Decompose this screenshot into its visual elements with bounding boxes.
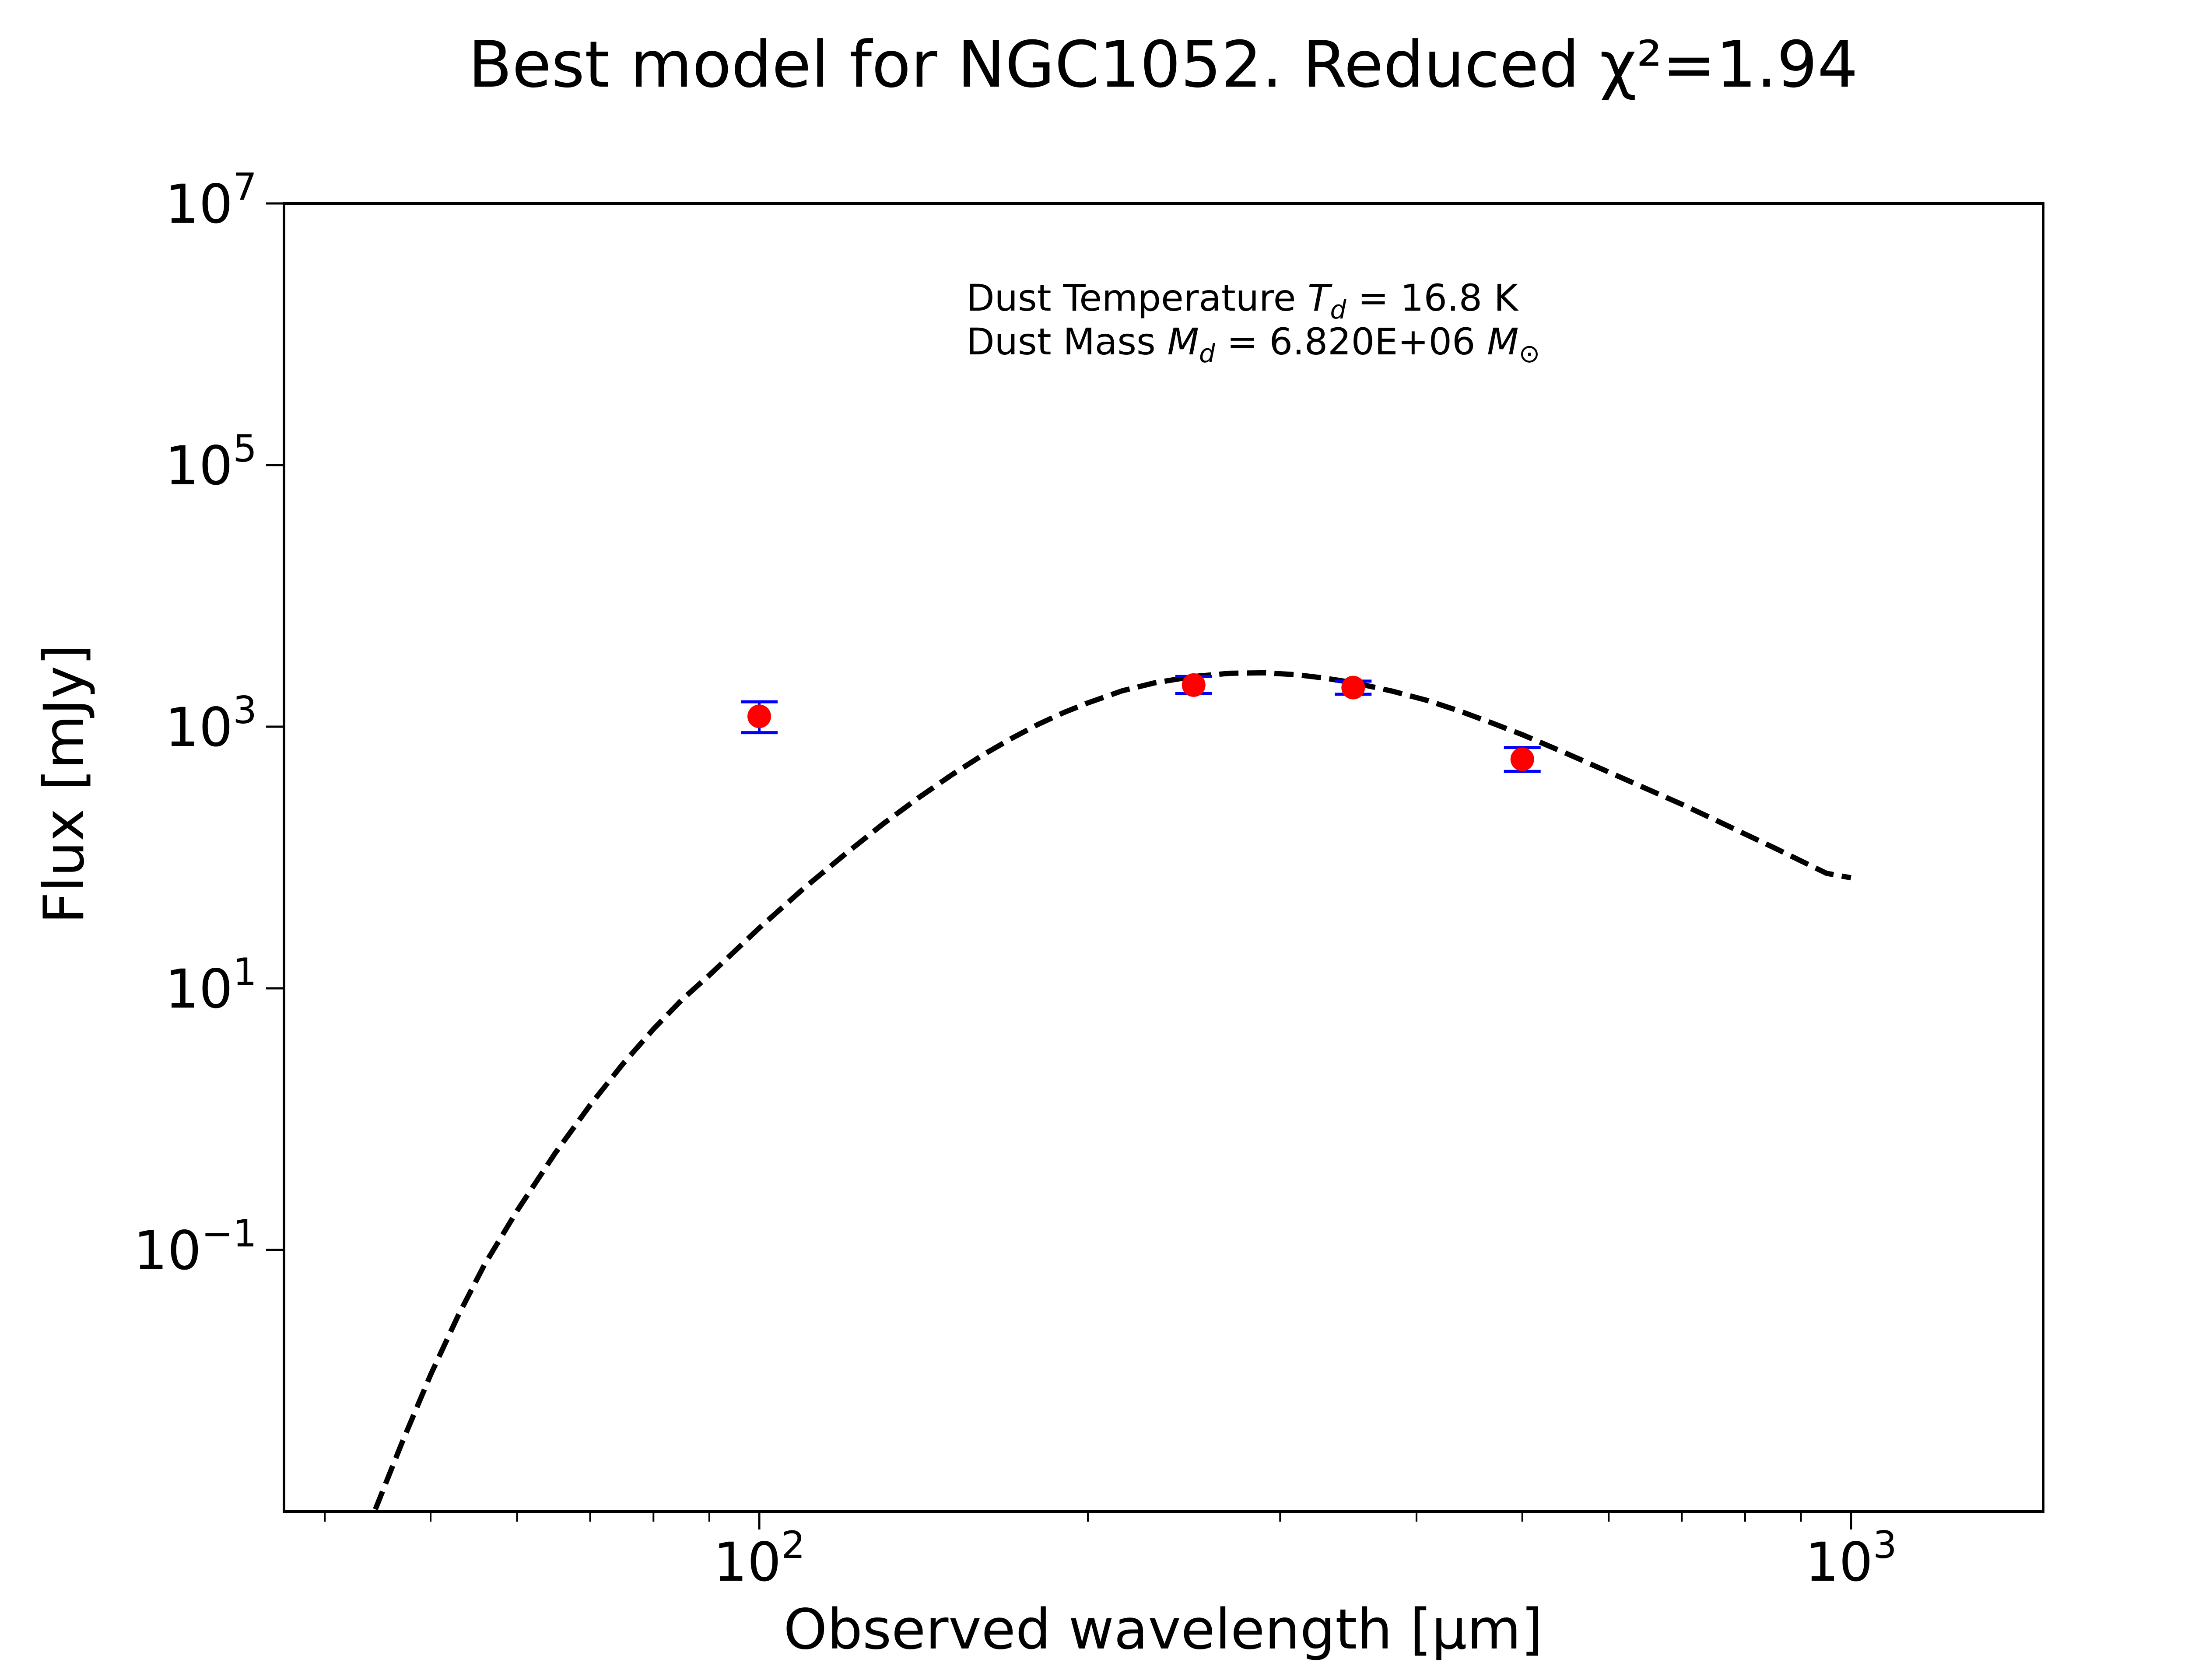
x-tick-label: 102 [713,1523,805,1593]
observation-marker [747,704,771,728]
observation-marker [1341,676,1365,700]
annotation-line: Dust Mass Md = 6.820E+06 M⊙ [966,320,1540,368]
observation-marker [1510,747,1534,771]
y-tick-label: 105 [165,427,257,497]
data-point [1175,673,1212,697]
y-tick-label: 107 [165,165,257,235]
y-axis-label: Flux [mJy] [32,644,96,924]
data-point [741,700,778,735]
observation-marker [1182,673,1206,697]
y-tick-label: 101 [165,950,257,1020]
data-point [1504,746,1541,773]
x-axis-label: Observed wavelength [μm] [783,1597,1543,1662]
model-curve [373,670,1851,1511]
chart-title: Best model for NGC1052. Reduced χ²=1.94 [468,28,1858,102]
annotation-line: Dust Temperature Td = 16.8 K [966,276,1519,325]
plot-area: 102 103 10−1 101 103 105 107 [133,165,1897,1593]
y-tick-label: 103 [165,689,257,759]
y-tick-label: 10−1 [133,1212,257,1282]
data-point [1335,676,1372,700]
plot-frame [283,202,2044,1513]
x-tick-label: 103 [1805,1523,1897,1593]
